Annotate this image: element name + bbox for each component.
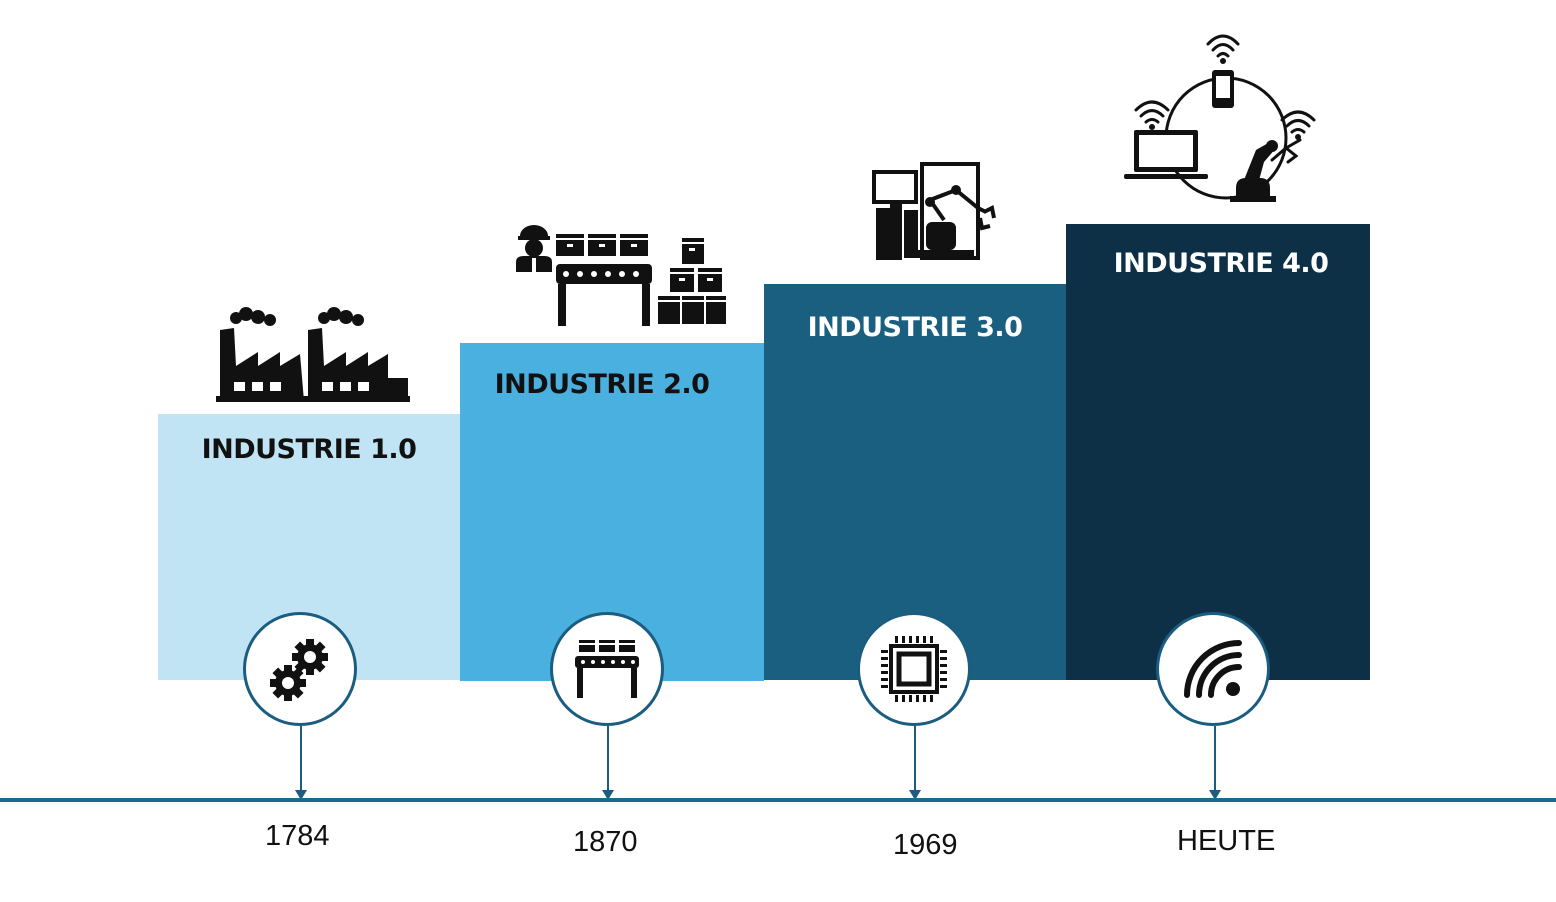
computer-robot-icon — [872, 162, 996, 260]
year-label: HEUTE — [1177, 825, 1276, 857]
stage-title: INDUSTRIE 3.0 — [807, 312, 1023, 343]
wifi-icon — [1184, 640, 1242, 698]
arrowhead-1 — [295, 790, 307, 800]
year-label: 1870 — [573, 826, 638, 858]
year-label: 1784 — [265, 820, 330, 852]
stage-industrie-4: INDUSTRIE 4.0 — [1066, 224, 1370, 680]
node-wifi — [1156, 612, 1270, 726]
stage-title: INDUSTRIE 2.0 — [494, 369, 710, 400]
timeline-axis — [0, 798, 1556, 802]
arrowhead-2 — [602, 790, 614, 800]
arrowhead-4 — [1209, 790, 1221, 800]
connector-3 — [914, 726, 916, 792]
arrowhead-3 — [909, 790, 921, 800]
conveyor-icon — [575, 640, 639, 698]
node-gears — [243, 612, 357, 726]
iot-network-icon — [1124, 34, 1316, 202]
stage-title: INDUSTRIE 1.0 — [201, 434, 417, 465]
connector-2 — [607, 726, 609, 792]
year-label: 1969 — [893, 829, 958, 861]
chip-icon — [881, 636, 947, 702]
node-conveyor — [550, 612, 664, 726]
factory-icon — [216, 307, 410, 402]
assembly-line-icon — [516, 225, 726, 326]
stage-title: INDUSTRIE 4.0 — [1113, 248, 1329, 279]
node-chip — [857, 612, 971, 726]
gears-icon — [270, 639, 328, 701]
connector-1 — [300, 726, 302, 792]
connector-4 — [1214, 726, 1216, 792]
